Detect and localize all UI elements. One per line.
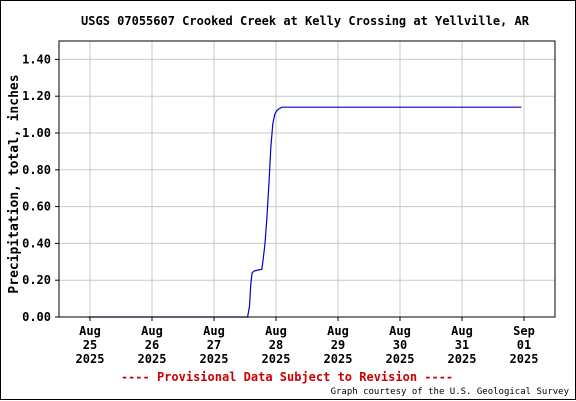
y-tick-label: 1.00: [22, 126, 51, 140]
x-tick-label: Aug: [203, 324, 225, 338]
plot-area: [59, 41, 555, 317]
x-tick-label: 2025: [262, 352, 291, 366]
plot-border: [58, 40, 556, 318]
x-tick-label: 2025: [76, 352, 105, 366]
y-tick-label: 0.40: [22, 236, 51, 250]
y-tick-labels: 0.00 0.20 0.40 0.60 0.80 1.00 1.20 1.40: [22, 52, 59, 324]
y-tick-label: 0.60: [22, 200, 51, 214]
x-tick-label: 25: [83, 338, 97, 352]
grid-lines: [59, 41, 555, 318]
x-tick-label: Aug: [79, 324, 101, 338]
x-tick-label: 29: [331, 338, 345, 352]
y-tick-label: 1.40: [22, 52, 51, 66]
x-tick-label: 2025: [138, 352, 167, 366]
y-tick-label: 0.80: [22, 163, 51, 177]
x-tick-label: Sep: [513, 324, 535, 338]
x-tick-label: 2025: [200, 352, 229, 366]
x-tick-label: 2025: [510, 352, 539, 366]
x-tick-label: 30: [393, 338, 407, 352]
usgs-credit: Graph courtesy of the U.S. Geological Su…: [331, 387, 570, 397]
x-tick-label: 31: [455, 338, 469, 352]
x-tick-label: 2025: [324, 352, 353, 366]
y-tick-label: 1.20: [22, 89, 51, 103]
x-tick-label: 27: [207, 338, 221, 352]
x-tick-label: Aug: [141, 324, 163, 338]
provisional-notice: ---- Provisional Data Subject to Revisio…: [121, 370, 453, 384]
y-axis-label: Precipitation, total, inches: [7, 74, 22, 293]
x-tick-label: 28: [269, 338, 283, 352]
x-tick-label: 2025: [448, 352, 477, 366]
x-tick-label: Aug: [389, 324, 411, 338]
y-tick-label: 0.00: [22, 310, 51, 324]
x-tick-label: 01: [517, 338, 531, 352]
y-tick-label: 0.20: [22, 273, 51, 287]
series-layer: [87, 106, 522, 318]
x-tick-label: 26: [145, 338, 159, 352]
x-tick-label: Aug: [451, 324, 473, 338]
x-tick-label: 2025: [386, 352, 415, 366]
x-tick-label: Aug: [327, 324, 349, 338]
chart-title: USGS 07055607 Crooked Creek at Kelly Cro…: [81, 14, 530, 28]
x-tick-labels: Aug252025Aug262025Aug272025Aug282025Aug2…: [76, 317, 539, 366]
x-tick-label: Aug: [265, 324, 287, 338]
precipitation-series-line: [87, 106, 522, 318]
